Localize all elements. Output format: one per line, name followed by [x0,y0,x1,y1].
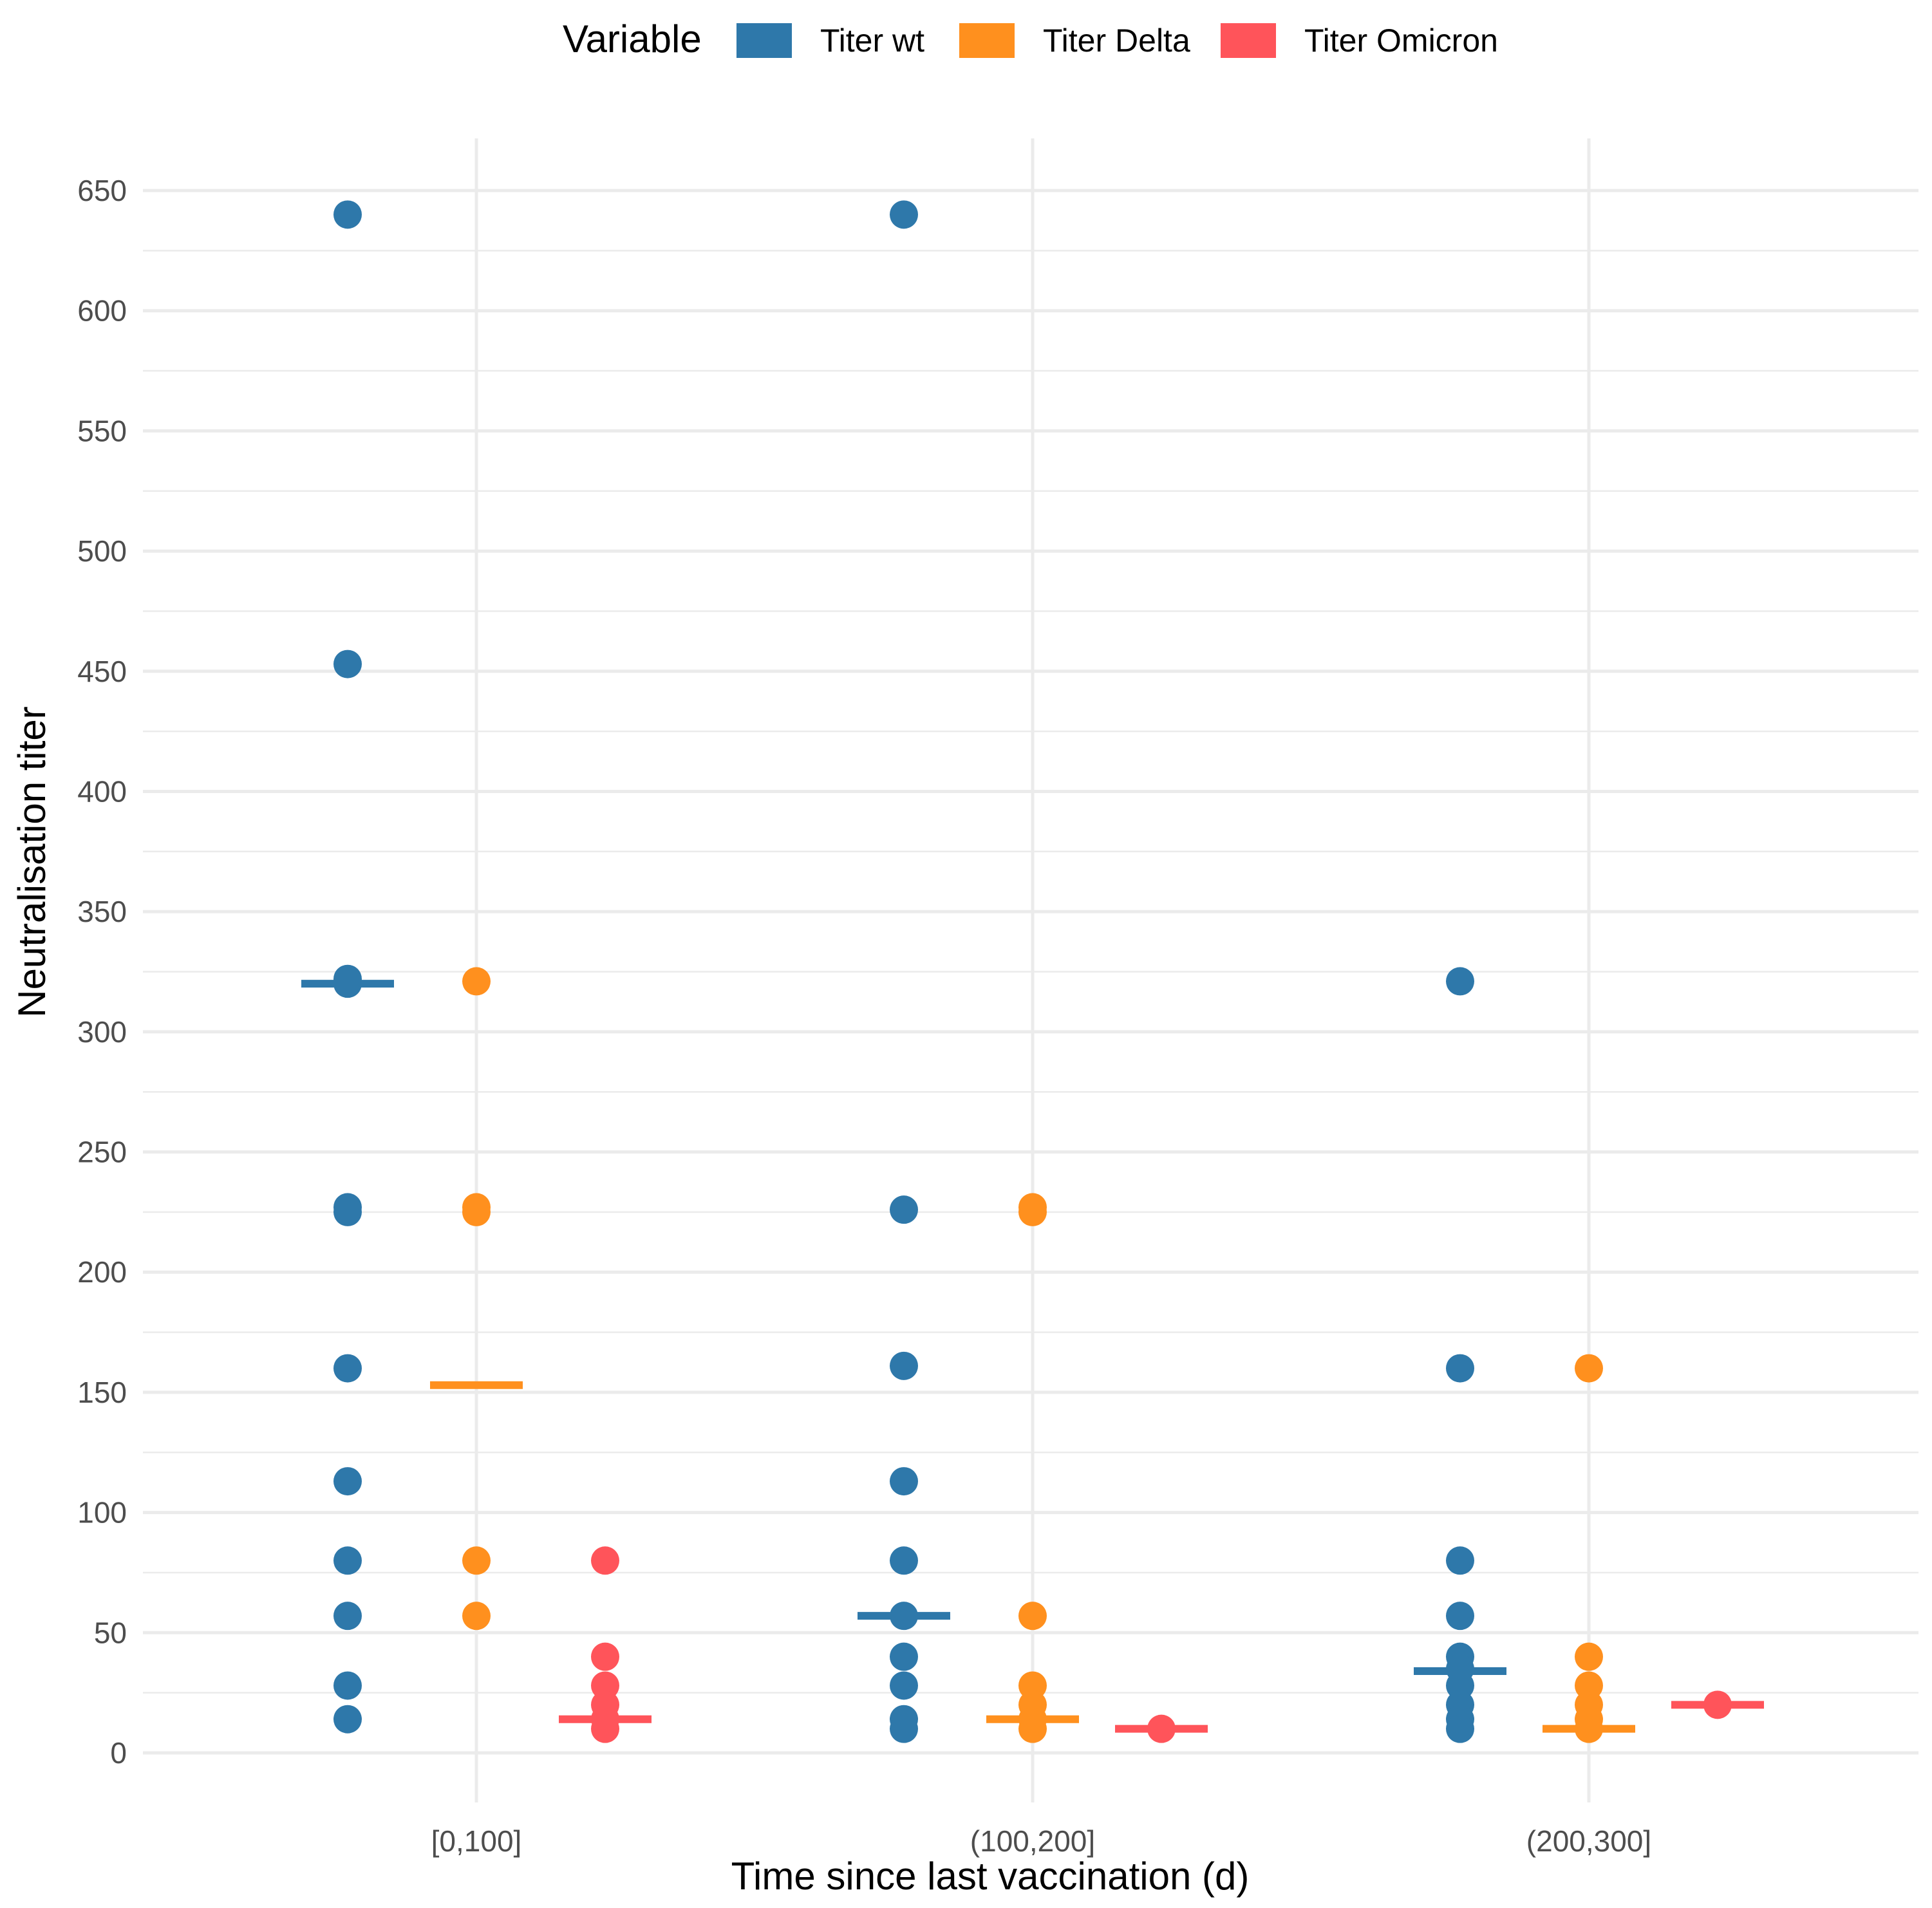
y-tick-label: 450 [77,655,127,688]
y-tick-label: 0 [110,1736,127,1770]
legend-label: Titer Omicron [1304,23,1498,59]
legend-key [1221,23,1276,58]
legend-key [736,23,792,58]
legend: Variable Titer wt Titer Delta Titer Omicro… [563,17,1498,61]
data-point [890,1714,918,1743]
y-axis-title: Neutralisation titer [10,706,53,1018]
data-point [333,1546,362,1575]
y-tick-label: 550 [77,414,127,447]
y-tick-label: 600 [77,294,127,328]
legend-key [959,23,1015,58]
x-axis: [0,100] (100,200] (200,300] [431,1824,1652,1858]
legend-label: Titer Delta [1043,23,1190,59]
data-point [890,1467,918,1496]
y-tick-label: 300 [77,1015,127,1049]
data-point [333,1602,362,1631]
data-point [333,1467,362,1496]
data-point [1575,1354,1603,1383]
data-point [1018,1197,1047,1226]
x-tick-label: [0,100] [431,1824,522,1858]
data-point [333,650,362,678]
data-point [1446,1354,1474,1383]
y-tick-label: 650 [77,174,127,207]
data-point [1446,1546,1474,1575]
data-point [462,1546,491,1575]
y-tick-label: 200 [77,1255,127,1289]
y-tick-label: 500 [77,534,127,568]
data-point [462,1197,491,1226]
data-point [591,1546,619,1575]
data-marks [301,200,1764,1743]
data-point [1446,1714,1474,1743]
y-tick-label: 50 [94,1616,127,1649]
y-tick-label: 250 [77,1136,127,1169]
data-point [890,200,918,229]
x-tick-label: (100,200] [970,1824,1095,1858]
legend-title: Variable [563,17,702,61]
data-point [333,1354,362,1383]
x-tick-label: (200,300] [1526,1824,1651,1858]
data-point [462,1602,491,1631]
y-tick-label: 150 [77,1376,127,1409]
data-point [333,1705,362,1734]
legend-label: Titer wt [820,23,924,59]
y-tick-label: 350 [77,895,127,928]
data-point [333,1197,362,1226]
data-point [462,967,491,996]
data-point [1446,1602,1474,1631]
data-point [890,1351,918,1380]
data-point [333,964,362,993]
data-point [333,1671,362,1700]
data-point [1018,1602,1047,1631]
x-axis-title: Time since last vaccination (d) [731,1855,1250,1898]
y-axis: 0 50 100 150 200 250 300 350 400 450 500 550 600 650 [77,174,127,1770]
y-tick-label: 400 [77,774,127,808]
grid-lines [143,138,1918,1802]
y-tick-label: 100 [77,1496,127,1529]
data-point [890,1642,918,1671]
data-point [890,1546,918,1575]
data-point [1446,967,1474,996]
data-point [333,200,362,229]
data-point [890,1195,918,1224]
data-point [890,1671,918,1700]
data-point [1575,1642,1603,1671]
data-point [591,1642,619,1671]
